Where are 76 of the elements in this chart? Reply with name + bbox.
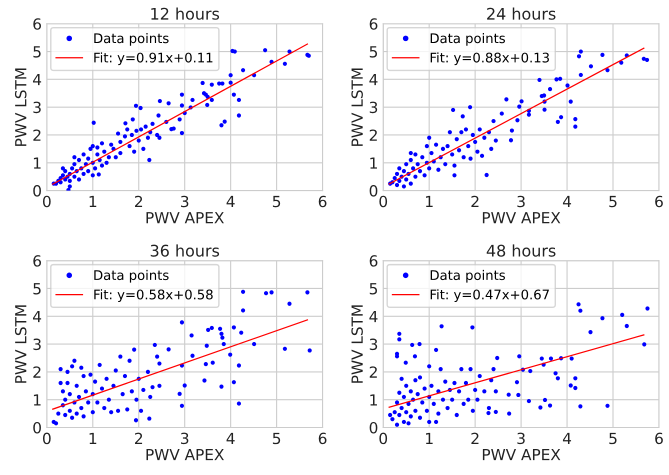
y-tick-label: 4	[369, 74, 378, 86]
x-tick-label: 5	[272, 432, 280, 444]
y-tick-label: 0	[370, 185, 378, 197]
y-tick-label: 2	[370, 129, 377, 141]
y-tick-label: 1	[370, 157, 377, 169]
x-tick-label: 5	[609, 432, 617, 444]
y-tick-label: 5	[370, 46, 378, 58]
legend-label: Data points	[94, 270, 169, 283]
y-axis-title: PWV LSTM	[351, 305, 363, 383]
x-tick-label: 2	[135, 432, 142, 444]
x-tick-label: 6	[655, 196, 663, 208]
y-axis-title: PWV LSTM	[14, 305, 27, 383]
y-tick-label: 4	[369, 310, 378, 322]
y-tick-label: 1	[370, 394, 377, 406]
x-tick-label: 6	[655, 432, 663, 444]
y-tick-label: 5	[370, 283, 378, 294]
legend-label: Fit: y=0.88x+0.13	[430, 52, 549, 66]
y-tick-label: 6	[33, 18, 42, 30]
y-tick-label: 2	[33, 129, 40, 141]
y-tick-label: 3	[33, 338, 41, 350]
chart-title: 36 hours	[150, 244, 220, 257]
y-tick-label: 1	[34, 394, 41, 406]
legend-label: Fit: y=0.47x+0.67	[430, 289, 549, 302]
x-tick-label: 3	[517, 196, 525, 208]
chart-title: 24 hours	[487, 7, 556, 20]
x-tick-label: 4	[562, 432, 572, 444]
y-tick-label: 4	[32, 74, 42, 86]
y-tick-label: 2	[370, 366, 377, 378]
x-tick-label: 2	[471, 196, 478, 208]
x-tick-label: 3	[181, 432, 188, 444]
y-tick-label: 6	[370, 255, 378, 267]
x-tick-label: 4	[562, 196, 572, 208]
y-tick-label: 2	[33, 366, 40, 378]
legend-label: Data points	[430, 32, 505, 46]
x-tick-label: 2	[135, 196, 142, 208]
y-tick-label: 6	[370, 18, 378, 30]
x-tick-label: 3	[517, 432, 525, 444]
x-axis-title: PWV APEX	[482, 212, 560, 224]
x-tick-label: 1	[90, 196, 96, 208]
x-tick-label: 5	[609, 196, 617, 208]
x-axis-title: PWV APEX	[146, 449, 224, 460]
legend-label: Fit: y=0.58x+0.58	[94, 289, 213, 302]
y-tick-label: 3	[370, 102, 378, 114]
y-axis-title: PWV LSTM	[14, 68, 27, 146]
x-tick-label: 4	[226, 196, 235, 208]
x-tick-label: 5	[272, 196, 280, 208]
legend-label: Data points	[430, 270, 505, 283]
x-tick-label: 1	[90, 432, 96, 444]
legend-label: Fit: y=0.91x+0.11	[94, 52, 212, 66]
x-tick-label: 1	[426, 432, 433, 444]
y-axis-title: PWV LSTM	[351, 68, 363, 146]
y-tick-label: 3	[33, 102, 41, 114]
x-tick-label: 1	[426, 196, 433, 208]
x-axis-title: PWV APEX	[482, 449, 560, 460]
x-tick-label: 0	[42, 196, 51, 208]
x-axis-title: PWV APEX	[146, 212, 224, 224]
y-tick-label: 3	[370, 338, 378, 350]
x-tick-label: 0	[379, 196, 388, 208]
legend-label: Data points	[94, 32, 169, 46]
y-tick-label: 1	[34, 157, 41, 169]
x-tick-label: 6	[318, 196, 326, 208]
y-tick-label: 6	[33, 255, 42, 267]
y-tick-label: 5	[33, 283, 41, 294]
x-tick-label: 6	[318, 432, 326, 444]
y-tick-label: 5	[33, 46, 41, 58]
y-tick-label: 0	[370, 422, 378, 434]
y-tick-label: 0	[33, 422, 41, 434]
y-tick-label: 4	[32, 310, 42, 322]
chart-title: 48 hours	[486, 244, 556, 257]
x-tick-label: 0	[42, 432, 51, 444]
x-tick-label: 3	[181, 196, 188, 208]
chart-title: 12 hours	[151, 7, 220, 20]
x-tick-label: 0	[379, 432, 388, 444]
y-tick-label: 0	[33, 185, 41, 197]
x-tick-label: 4	[226, 432, 235, 444]
x-tick-label: 2	[471, 432, 478, 444]
